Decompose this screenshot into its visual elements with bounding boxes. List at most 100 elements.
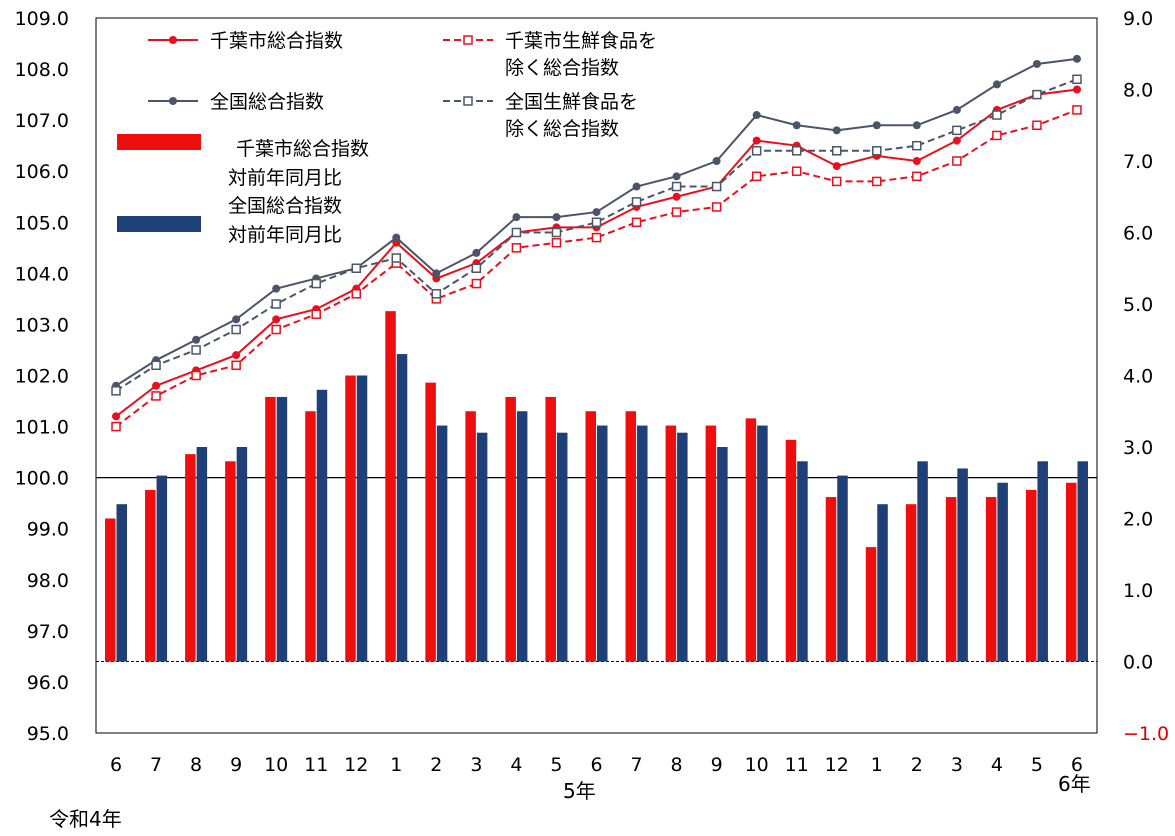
- legend-label: 全国総合指数: [228, 195, 342, 217]
- bar-chiba-22: [985, 497, 997, 662]
- x-tick-label: 7: [150, 754, 162, 776]
- bar-national-14: [677, 432, 688, 662]
- point-3-16: [751, 146, 762, 156]
- point-1-5: [311, 309, 321, 319]
- point-3-23: [1032, 89, 1042, 100]
- x-tick-label: 10: [264, 754, 288, 776]
- bar-chiba-12: [585, 411, 596, 662]
- point-1-3: [231, 360, 241, 371]
- right-tick-label: 5.0: [1123, 294, 1153, 316]
- bar-national-5: [316, 389, 328, 662]
- point-3-7: [391, 253, 402, 263]
- tick-labels: 95.096.097.098.099.0100.0101.0102.0103.0…: [15, 8, 1170, 776]
- point-0-0: [112, 412, 121, 421]
- right-tick-label: 0.0: [1123, 652, 1153, 674]
- x-tick-label: 4: [510, 754, 522, 776]
- x-tick-label: 6: [110, 754, 122, 776]
- point-1-19: [872, 176, 882, 187]
- point-2-20: [912, 121, 921, 130]
- right-tick-label: −1.0: [1123, 723, 1169, 745]
- x-tick-label: 12: [825, 754, 849, 776]
- bar-national-21: [957, 468, 968, 662]
- bar-chiba-17: [785, 439, 797, 662]
- axes: [95, 17, 1098, 734]
- left-tick-label: 107.0: [15, 110, 69, 132]
- bar-national-16: [757, 425, 768, 662]
- point-3-5: [311, 278, 321, 289]
- point-2-7: [392, 233, 401, 242]
- point-1-21: [952, 156, 962, 166]
- bar-chiba-18: [825, 497, 837, 662]
- point-0-14: [672, 192, 681, 201]
- point-1-4: [271, 324, 281, 335]
- point-2-8: [432, 269, 441, 278]
- legend-label: 全国総合指数: [210, 91, 324, 113]
- point-0-3: [232, 351, 241, 360]
- point-1-6: [351, 289, 362, 299]
- point-2-18: [832, 126, 841, 135]
- bar-national-7: [396, 354, 408, 662]
- point-1-0: [111, 421, 121, 432]
- x-tick-label: 5: [1031, 754, 1043, 776]
- bar-chiba-2: [185, 454, 196, 662]
- bar-chiba-14: [665, 425, 677, 662]
- legend-bar-swatch: [117, 216, 201, 232]
- bar-chiba-23: [1025, 489, 1037, 662]
- x-tick-label: 7: [630, 754, 642, 776]
- right-tick-label: 2.0: [1123, 509, 1153, 531]
- legend-marker: [169, 97, 177, 105]
- point-1-20: [912, 171, 922, 182]
- point-3-4: [271, 299, 281, 309]
- bar-chiba-19: [865, 547, 877, 662]
- point-2-11: [552, 213, 561, 222]
- left-tick-label: 96.0: [27, 672, 69, 694]
- bar-national-11: [556, 432, 568, 662]
- point-3-15: [711, 181, 722, 192]
- point-3-8: [431, 289, 442, 299]
- legend-label: 除く総合指数: [505, 57, 619, 79]
- legend-bar-swatch: [117, 134, 201, 150]
- point-2-3: [232, 315, 241, 324]
- x-tick-label: 1: [871, 754, 883, 776]
- bar-national-19: [877, 504, 888, 662]
- point-2-12: [592, 208, 601, 217]
- bar-national-15: [717, 447, 728, 662]
- point-2-16: [752, 111, 761, 120]
- bar-chiba-11: [545, 396, 556, 662]
- bar-national-20: [917, 461, 928, 662]
- point-1-1: [151, 391, 161, 401]
- bar-national-3: [236, 447, 248, 662]
- x-tick-label: 5: [550, 754, 562, 776]
- point-2-23: [1032, 59, 1041, 68]
- x-tick-label: 9: [711, 754, 723, 776]
- lines: [111, 54, 1082, 432]
- x-tick-label: 12: [344, 754, 368, 776]
- era-label: 5年: [563, 779, 596, 803]
- bar-national-12: [597, 425, 608, 662]
- point-1-10: [511, 243, 522, 253]
- point-1-2: [191, 370, 201, 381]
- point-2-17: [792, 121, 801, 130]
- bar-national-17: [797, 461, 808, 662]
- era-label: 6年: [1058, 772, 1091, 796]
- bar-national-6: [356, 375, 368, 662]
- bar-chiba-16: [745, 418, 757, 662]
- legend-marker: [463, 96, 473, 106]
- legend-label: 対前年同月比: [228, 224, 342, 246]
- point-3-18: [831, 146, 842, 156]
- left-tick-label: 108.0: [15, 59, 69, 81]
- x-tick-label: 8: [671, 754, 683, 776]
- point-2-22: [992, 80, 1001, 89]
- point-3-10: [511, 227, 522, 238]
- bar-national-4: [276, 396, 288, 662]
- point-3-24: [1072, 74, 1082, 85]
- point-3-12: [591, 217, 602, 228]
- left-tick-label: 105.0: [15, 212, 69, 234]
- bar-chiba-3: [225, 461, 236, 662]
- bar-national-22: [997, 482, 1008, 662]
- era-label: 令和4年: [49, 807, 122, 831]
- legend-label: 全国生鮮食品を: [505, 91, 638, 113]
- legend-label: 千葉市総合指数: [210, 30, 343, 52]
- point-0-21: [952, 136, 961, 145]
- bar-chiba-6: [345, 375, 356, 662]
